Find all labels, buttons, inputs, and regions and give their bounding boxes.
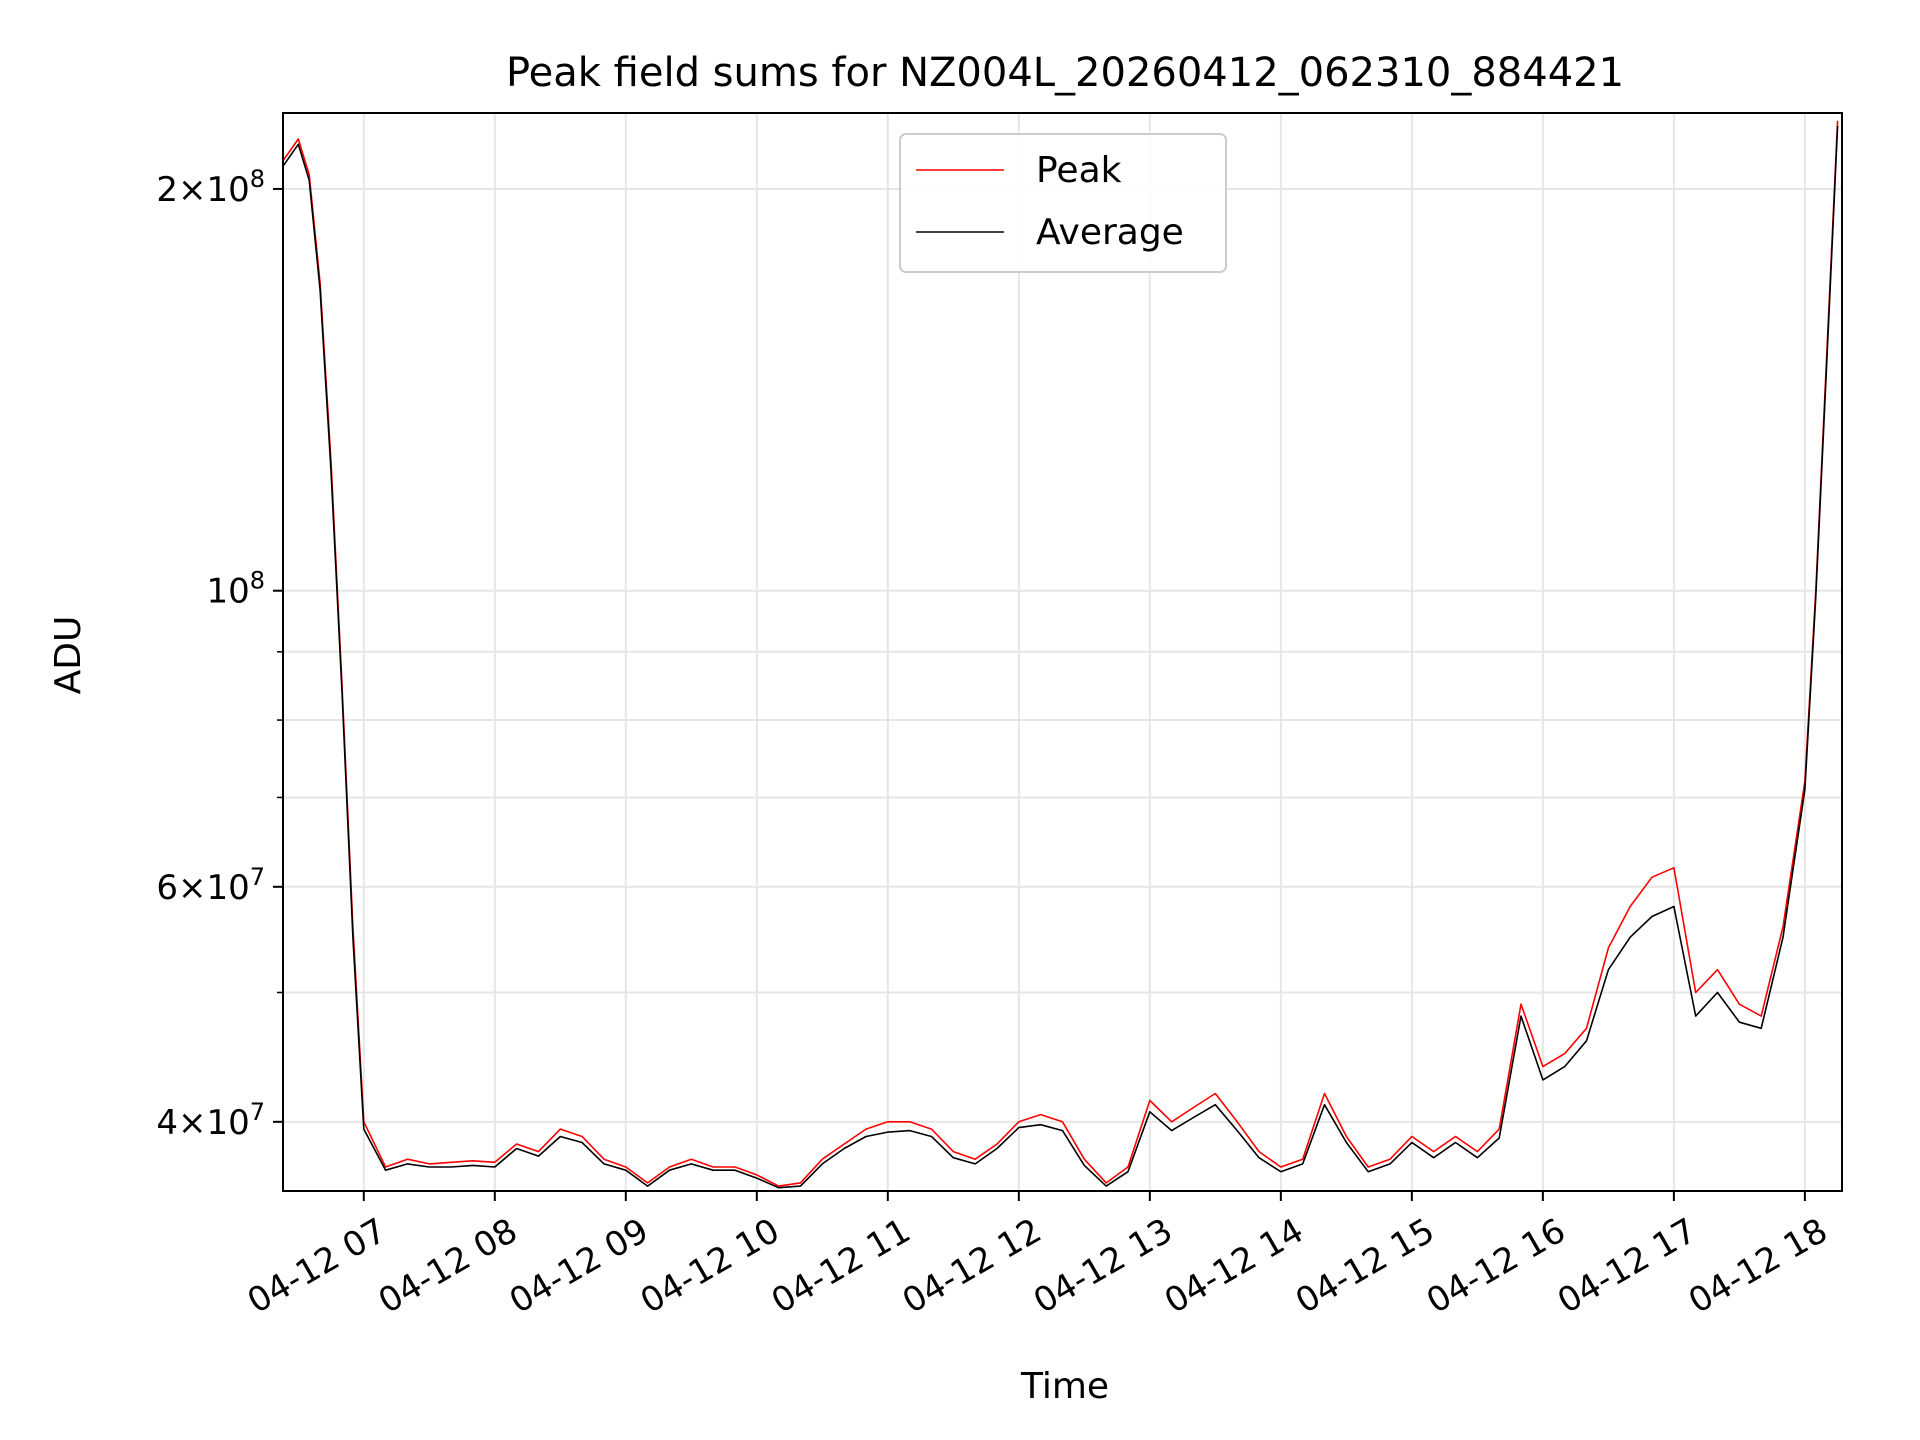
legend: Peak Average xyxy=(899,133,1227,273)
y-tick-exponent: 7 xyxy=(250,863,265,891)
y-tick-base: 10 xyxy=(206,572,249,612)
series-layer xyxy=(282,120,1839,1189)
legend-box xyxy=(899,133,1227,273)
y-tick-base: 10 xyxy=(206,1103,249,1143)
y-axis-label: ADU xyxy=(48,616,89,695)
y-tick-mantissa: 4× xyxy=(156,1103,206,1143)
y-tick-mantissa: 2× xyxy=(156,170,206,210)
y-tick-base: 10 xyxy=(206,170,249,210)
y-tick-exponent: 7 xyxy=(250,1098,265,1126)
grid-lines xyxy=(283,113,1842,1191)
y-tick-exponent: 8 xyxy=(250,165,265,193)
x-axis-label: Time xyxy=(1020,1366,1109,1407)
series-line-average xyxy=(282,125,1839,1189)
series-line-peak xyxy=(282,120,1839,1187)
y-tick-label: 108 xyxy=(206,567,265,612)
legend-peak-label: Peak xyxy=(1036,150,1122,191)
y-tick-label: 2×108 xyxy=(156,165,265,210)
y-tick-exponent: 8 xyxy=(250,567,265,595)
chart-title: Peak field sums for NZ004L_20260412_0623… xyxy=(506,50,1624,96)
y-tick-label: 4×107 xyxy=(156,1098,265,1143)
legend-average-label: Average xyxy=(1036,212,1184,253)
y-tick-label: 6×107 xyxy=(156,863,265,908)
y-tick-base: 10 xyxy=(206,868,249,908)
y-tick-mantissa: 6× xyxy=(156,868,206,908)
